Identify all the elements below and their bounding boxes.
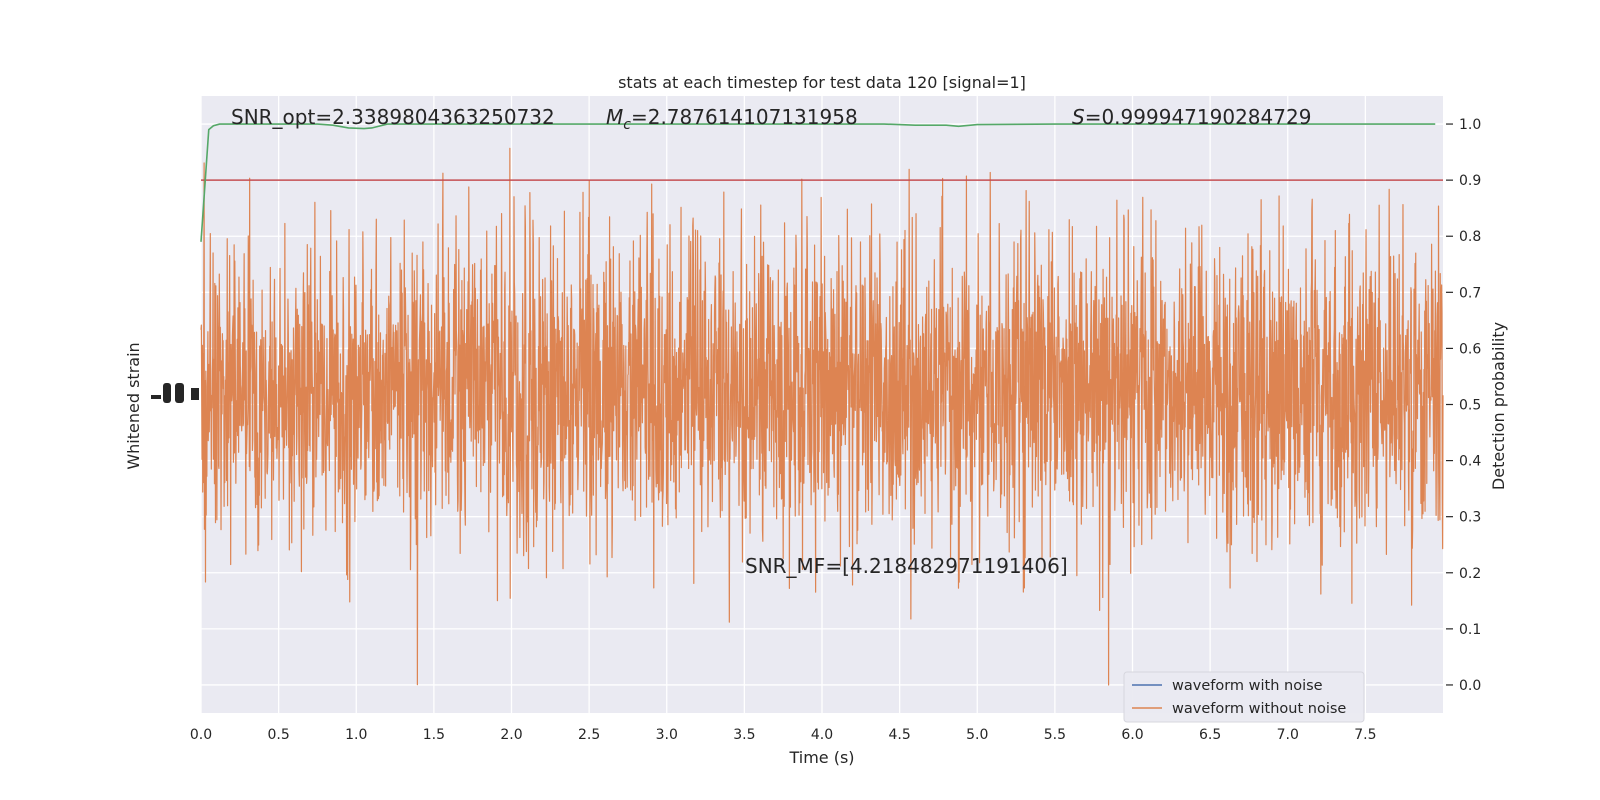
x-tick-label: 5.0 [966, 727, 988, 743]
y-right-tick-label: 0.8 [1459, 229, 1481, 245]
x-tick-label: 4.5 [888, 727, 910, 743]
y-right-tick-label: 0.1 [1459, 622, 1481, 638]
y-right-tick-label: 1.0 [1459, 117, 1481, 133]
y-right-tick-label: 0.7 [1459, 285, 1481, 301]
x-tick-label: 6.5 [1199, 727, 1221, 743]
y-right-tick-label: 0.0 [1459, 678, 1481, 694]
y-right-tick-label: 0.6 [1459, 341, 1481, 357]
y-left-axis-label: Whitened strain [124, 342, 143, 469]
x-tick-label: 4.0 [811, 727, 833, 743]
legend: waveform with noise waveform without noi… [1123, 671, 1365, 723]
x-tick-label: 1.0 [345, 727, 367, 743]
legend-label-without-noise: waveform without noise [1172, 701, 1346, 717]
x-tick-label: 2.0 [500, 727, 522, 743]
x-tick-label: 3.5 [733, 727, 755, 743]
x-tick-label: 7.5 [1354, 727, 1376, 743]
x-tick-label: 6.0 [1121, 727, 1143, 743]
legend-box [1123, 671, 1365, 723]
annotation-snr-mf: SNR_MF=[4.218482971191406] [745, 554, 1068, 578]
strain-series-group [200, 147, 1444, 686]
x-tick-label: 7.0 [1277, 727, 1299, 743]
y-right-axis-ticks: 0.0 0.1 0.2 0.3 0.4 0.5 0.6 0.7 0.8 0.9 1.0 [1446, 117, 1481, 694]
annotation-mc: Mc=2.787614107131958 [606, 105, 858, 133]
left-axis-ticks [151, 383, 199, 403]
x-axis-ticks: 0.0 0.5 1.0 1.5 2.0 2.5 3.0 3.5 4.0 4.5 5.0 5.5 6.0 6… [190, 727, 1377, 743]
annotation-s: S=0.999947190284729 [1072, 105, 1311, 129]
y-right-tick-label: 0.4 [1459, 454, 1481, 470]
annotation-snr-opt: SNR_opt=2.3389804363250732 [231, 105, 555, 129]
series-detection-probability [200, 123, 1436, 242]
legend-label-with-noise: waveform with noise [1172, 678, 1323, 694]
y-right-tick-label: 0.5 [1459, 398, 1481, 414]
x-tick-label: 1.5 [423, 727, 445, 743]
y-right-tick-label: 0.9 [1459, 173, 1481, 189]
x-tick-label: 5.5 [1044, 727, 1066, 743]
y-right-tick-label: 0.2 [1459, 566, 1481, 582]
y-right-axis-label: Detection probability [1489, 322, 1508, 490]
x-axis-label: Time (s) [788, 748, 854, 767]
chart-title: stats at each timestep for test data 120… [618, 73, 1026, 92]
series-waveform-without-noise [200, 147, 1444, 686]
x-tick-label: 2.5 [578, 727, 600, 743]
x-tick-label: 3.0 [656, 727, 678, 743]
x-tick-label: 0.0 [190, 727, 212, 743]
y-right-tick-label: 0.3 [1459, 510, 1481, 526]
x-tick-label: 0.5 [267, 727, 289, 743]
